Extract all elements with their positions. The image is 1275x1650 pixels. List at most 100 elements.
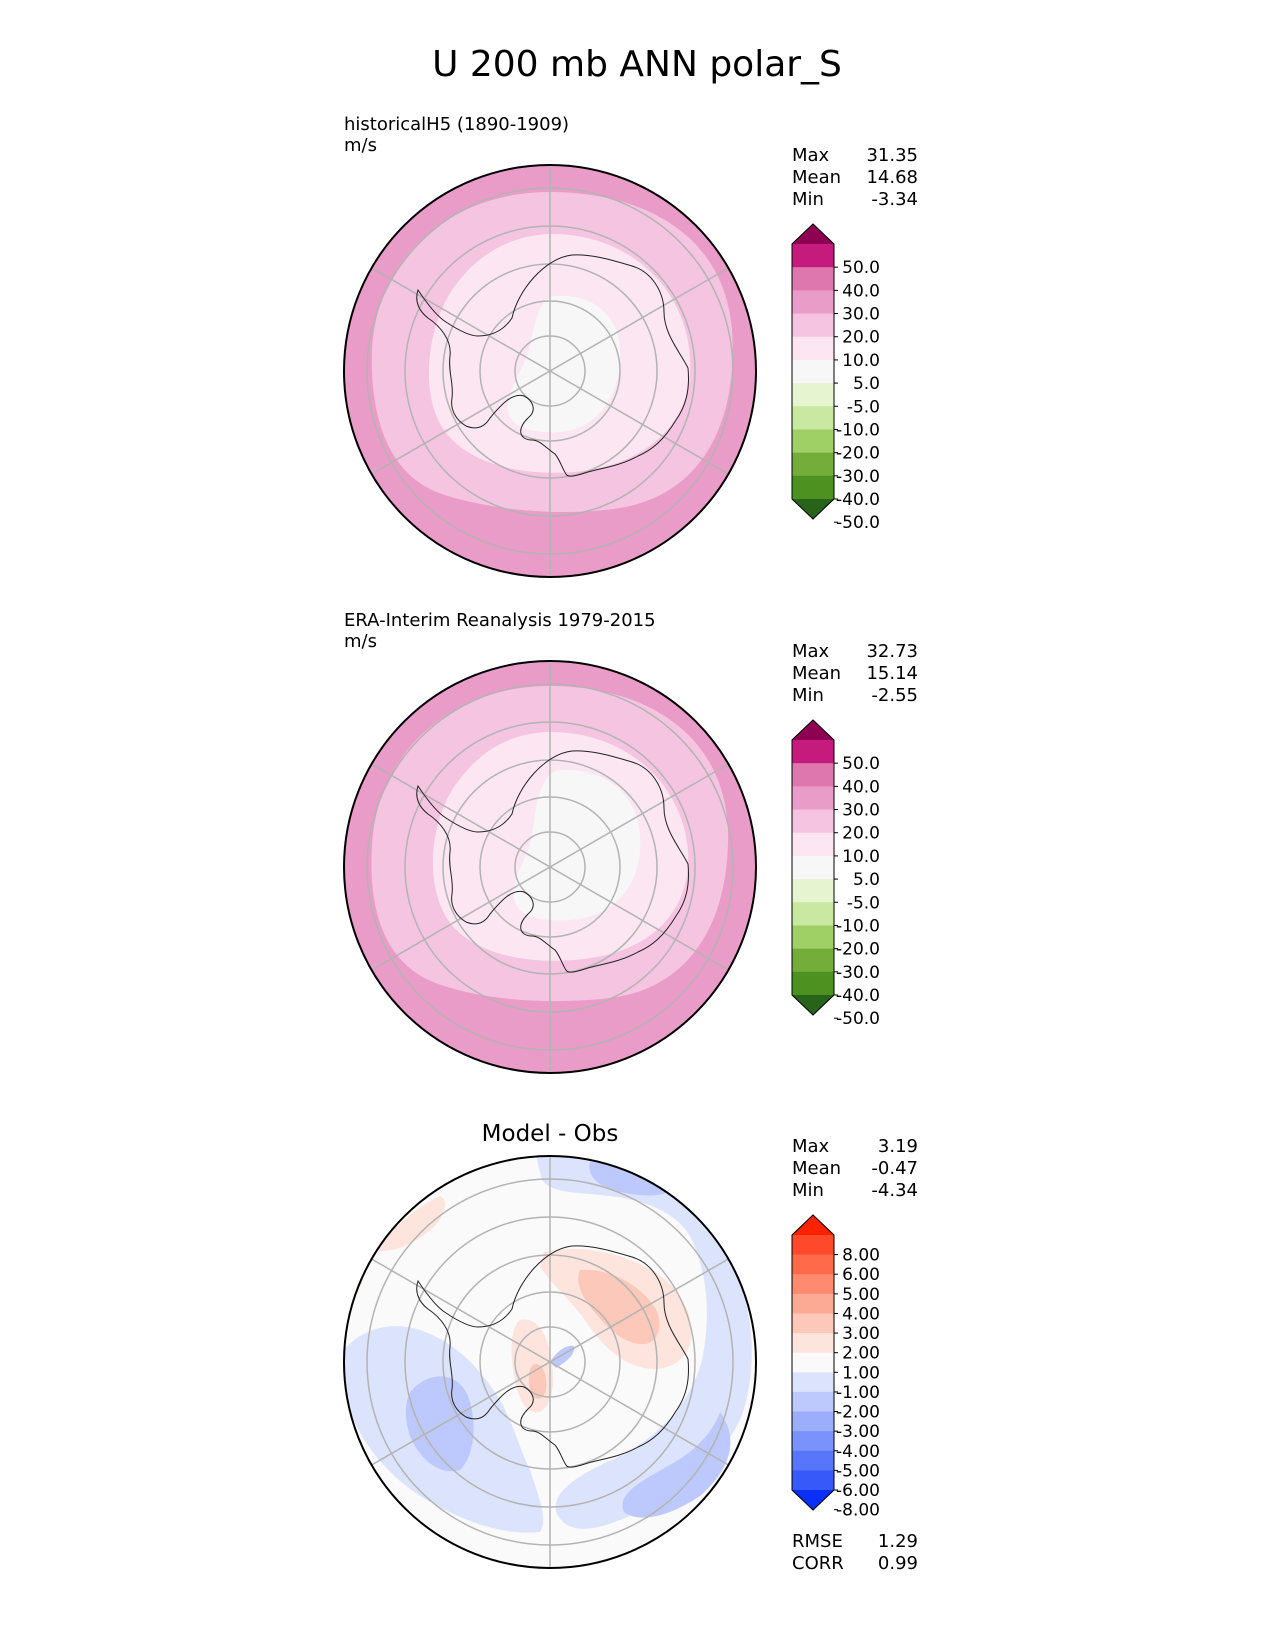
stats-block: Max 3.19 Mean -0.47 Min -4.34	[792, 1136, 918, 1201]
colorbar-extend-min	[792, 995, 834, 1015]
colorbar-tick-label: -1.00	[836, 1383, 880, 1403]
colorbar: 8.006.005.004.003.002.001.00-1.00-2.00-3…	[791, 1214, 880, 1521]
colorbar: 50.0 40.0 30.0 20.0 10.0 5.0 -5.0 -10.0 -20.0 -30…	[791, 719, 880, 1029]
stat-value-rmse: 1.29	[878, 1531, 918, 1552]
stat-label-min: Min	[792, 685, 824, 706]
colorbar: 50.0 40.0 30.0 20.0 10.0 5.0 -5.0 -10.0 -20.0 -30…	[791, 223, 880, 533]
colorbar-tick-label: 8.00	[842, 1246, 880, 1266]
colorbar-tick-label: 10.0	[842, 847, 880, 867]
colorbar-tick-label: -4.00	[836, 1442, 880, 1462]
meridian	[371, 1258, 729, 1466]
stat-label-mean: Mean	[792, 1158, 841, 1179]
colorbar-tick-label: 20.0	[842, 824, 880, 844]
colorbar-swatch	[792, 1274, 834, 1295]
colorbar-tick-label: 50.0	[842, 754, 880, 774]
colorbar-swatch	[792, 336, 834, 361]
colorbar-swatch	[792, 429, 834, 454]
colorbar-extend-min	[792, 499, 834, 519]
contour-band-near-zero	[507, 295, 621, 433]
colorbar-swatch	[792, 1470, 834, 1491]
colorbar-swatch	[792, 879, 834, 903]
colorbar-swatch	[792, 1313, 834, 1334]
anomaly-region-positive	[578, 1269, 660, 1345]
stats-block: Max 32.73 Mean 15.14 Min -2.55	[792, 641, 918, 706]
colorbar-tick-label: 40.0	[842, 281, 880, 301]
panel-units: m/s	[344, 135, 377, 156]
colorbar-tick-label: 2.00	[842, 1344, 880, 1364]
colorbar-swatch	[792, 1411, 834, 1432]
colorbar-tick-label: 10.0	[842, 351, 880, 371]
panel-title: historicalH5 (1890-1909)	[344, 114, 569, 135]
polar-map	[343, 164, 757, 578]
stat-value-max: 3.19	[878, 1136, 918, 1157]
figure-title: U 200 mb ANN polar_S	[432, 44, 842, 85]
stat-label-min: Min	[792, 189, 824, 210]
colorbar-tick-label: 20.0	[842, 328, 880, 348]
colorbar-tick-label: -40.0	[836, 490, 880, 510]
colorbar-swatch	[792, 1235, 834, 1256]
colorbar-extend-max	[792, 720, 834, 740]
colorbar-swatch	[792, 786, 834, 811]
stat-label-mean: Mean	[792, 663, 841, 684]
colorbar-tick-label: 5.0	[853, 374, 880, 394]
colorbar-tick-label: 3.00	[842, 1324, 880, 1344]
anomaly-region-negative	[405, 1376, 474, 1472]
colorbar-tick-label: 1.00	[842, 1363, 880, 1383]
colorbar-swatch	[792, 1431, 834, 1452]
colorbar-tick-label: -30.0	[836, 467, 880, 487]
colorbar-swatch	[792, 1372, 834, 1393]
anomaly-region-negative	[589, 1162, 672, 1196]
stat-label-rmse: RMSE	[792, 1531, 843, 1552]
colorbar-swatch	[792, 763, 834, 787]
stat-value-max: 31.35	[866, 145, 918, 166]
colorbar-swatch	[792, 1450, 834, 1471]
colorbar-swatch	[792, 1333, 834, 1354]
colorbar-swatch	[792, 267, 834, 291]
colorbar-swatch	[792, 925, 834, 950]
colorbar-tick-label: -2.00	[836, 1403, 880, 1423]
colorbar-tick-label: -50.0	[836, 1009, 880, 1029]
colorbar-tick-label: 30.0	[842, 801, 880, 821]
colorbar-tick-label: -50.0	[836, 513, 880, 533]
colorbar-tick-label: 30.0	[842, 305, 880, 325]
graticule	[366, 1156, 734, 1568]
stat-value-mean: 15.14	[866, 663, 918, 684]
colorbar-swatch	[792, 313, 834, 338]
colorbar-swatch	[792, 1352, 834, 1373]
antarctica-coastline	[416, 254, 689, 477]
panel-title: Model - Obs	[482, 1121, 619, 1147]
colorbar-extend-min	[792, 1490, 834, 1510]
panel-difference: Model - Obs Max 3.19 Mean -0.47 Min -4.3…	[343, 1121, 918, 1574]
colorbar-swatch	[792, 406, 834, 430]
colorbar-tick-label: -5.00	[836, 1461, 880, 1481]
colorbar-swatch	[792, 740, 834, 764]
colorbar-tick-label: -20.0	[836, 940, 880, 960]
meridian	[371, 267, 729, 475]
bottom-stats-block: RMSE 1.29 CORR 0.99	[792, 1531, 918, 1574]
colorbar-tick-label: -3.00	[836, 1422, 880, 1442]
colorbar-tick-label: 6.00	[842, 1265, 880, 1285]
panel-model: historicalH5 (1890-1909) m/s Max 31.35 M…	[343, 114, 918, 578]
colorbar-swatch	[792, 948, 834, 973]
map-boundary	[343, 164, 757, 578]
stats-block: Max 31.35 Mean 14.68 Min -3.34	[792, 145, 918, 210]
colorbar-swatch	[792, 1293, 834, 1314]
colorbar-extend-max	[792, 224, 834, 244]
colorbar-tick-label: -5.0	[847, 397, 880, 417]
panel-title: ERA-Interim Reanalysis 1979-2015	[344, 610, 656, 631]
colorbar-swatch	[792, 383, 834, 407]
polar-map	[343, 660, 757, 1074]
polar-map	[343, 1155, 757, 1569]
colorbar-tick-label: -40.0	[836, 986, 880, 1006]
panel-observation: ERA-Interim Reanalysis 1979-2015 m/s Max…	[343, 610, 918, 1074]
colorbar-tick-label: -5.0	[847, 893, 880, 913]
antarctica-coastline	[416, 750, 689, 973]
stat-value-mean: -0.47	[871, 1158, 918, 1179]
stat-label-mean: Mean	[792, 167, 841, 188]
colorbar-swatch	[792, 244, 834, 268]
colorbar-swatch	[792, 452, 834, 477]
stat-value-min: -2.55	[871, 685, 918, 706]
colorbar-swatch	[792, 359, 834, 384]
anomaly-region-negative	[622, 1412, 731, 1518]
